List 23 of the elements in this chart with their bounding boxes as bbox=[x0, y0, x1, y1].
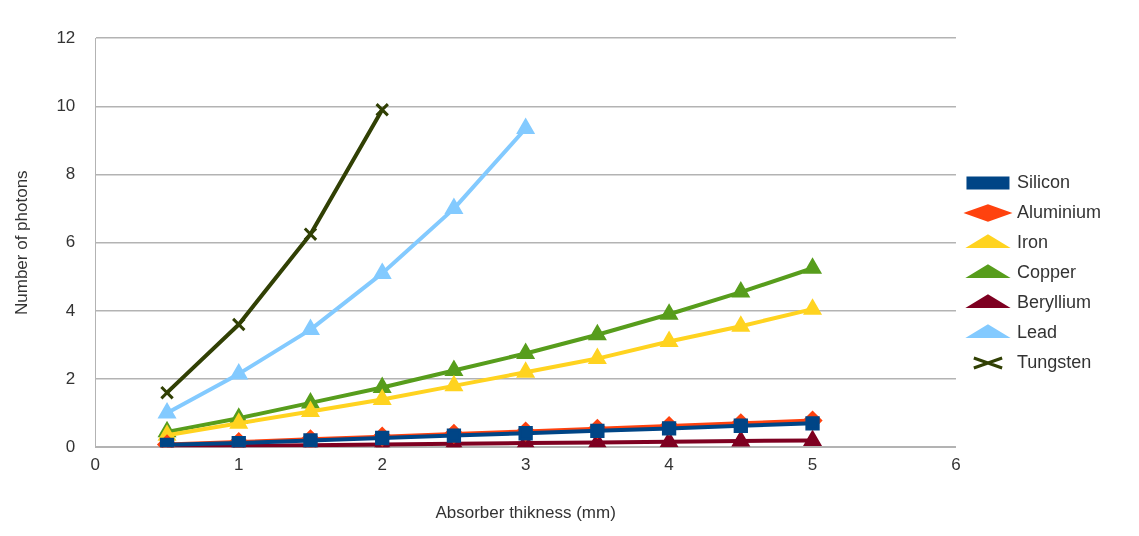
x-tick-label: 2 bbox=[377, 455, 387, 475]
y-tick-label: 6 bbox=[65, 232, 76, 252]
x-tick-label: 3 bbox=[520, 455, 531, 475]
legend-label: Lead bbox=[1016, 321, 1058, 342]
legend-label: Tungsten bbox=[1016, 351, 1092, 372]
legend-label: Iron bbox=[1016, 231, 1049, 252]
y-tick-label: 8 bbox=[65, 164, 76, 184]
y-tick-label: 12 bbox=[56, 27, 76, 47]
x-tick-label: 4 bbox=[664, 455, 674, 475]
x-tick-label: 5 bbox=[807, 455, 818, 475]
x-tick-label: 0 bbox=[90, 455, 101, 475]
y-tick-label: 0 bbox=[65, 436, 76, 456]
y-tick-label: 4 bbox=[65, 300, 76, 320]
legend-label: Aluminium bbox=[1016, 201, 1102, 222]
y-axis-title: Number of photons bbox=[11, 170, 31, 315]
legend-label: Silicon bbox=[1016, 171, 1071, 192]
x-axis-title: Absorber thikness (mm) bbox=[435, 503, 616, 523]
legend-label: Beryllium bbox=[1016, 291, 1091, 312]
x-tick-label: 1 bbox=[234, 455, 244, 475]
x-tick-label: 6 bbox=[951, 455, 961, 475]
y-tick-label: 2 bbox=[65, 368, 76, 388]
y-tick-label: 10 bbox=[56, 96, 76, 116]
legend-label: Copper bbox=[1016, 261, 1077, 282]
